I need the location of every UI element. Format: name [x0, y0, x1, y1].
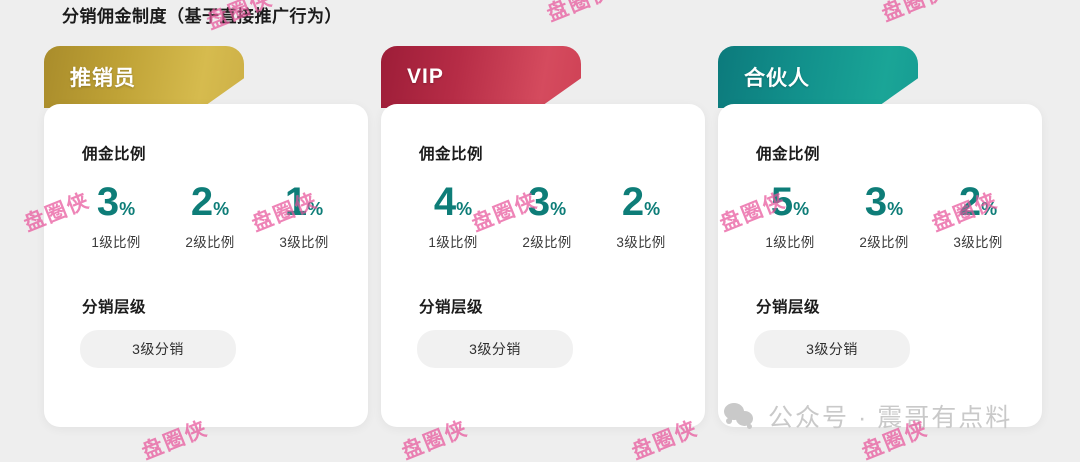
- rate-percent-sign: %: [887, 199, 904, 219]
- rate-percent-sign: %: [550, 199, 567, 219]
- rate-number: 4: [433, 180, 456, 224]
- rate-percent-sign: %: [119, 199, 136, 219]
- commission-rate-label: 1级比例: [91, 235, 141, 250]
- watermark-text: 盘圈侠: [543, 0, 617, 26]
- commission-rate-value: 2%: [932, 182, 1024, 222]
- commission-rate-value: 3%: [838, 182, 930, 222]
- commission-section-title: 佣金比例: [82, 146, 147, 163]
- rate-number: 5: [770, 180, 793, 224]
- tier-badge[interactable]: 3级分销: [417, 330, 573, 368]
- commission-rate-group: 4% 1级比例 3% 2级比例 2% 3级比例: [407, 182, 687, 251]
- rate-number: 3: [864, 180, 887, 224]
- commission-card-partner[interactable]: 合伙人 佣金比例 5% 1级比例 3% 2级比例: [718, 46, 1042, 427]
- rate-number: 2: [190, 180, 213, 224]
- commission-rate-group: 3% 1级比例 2% 2级比例 1% 3级比例: [70, 182, 350, 251]
- wechat-account-credit: 公众号 · 震哥有点料: [724, 398, 1012, 434]
- card-ribbon-label: 推销员: [70, 67, 136, 90]
- wechat-bubbles-icon: [724, 403, 758, 429]
- commission-card-vip[interactable]: VIP 佣金比例 4% 1级比例 3% 2级比例: [381, 46, 705, 427]
- tier-badge[interactable]: 3级分销: [754, 330, 910, 368]
- wechat-account-text: 公众号 · 震哥有点料: [768, 404, 1013, 432]
- card-body: 佣金比例 4% 1级比例 3% 2级比例: [381, 104, 705, 427]
- card-body: 佣金比例 5% 1级比例 3% 2级比例: [718, 104, 1042, 427]
- commission-rate-label: 1级比例: [765, 235, 815, 250]
- rate-percent-sign: %: [307, 199, 324, 219]
- rate-percent-sign: %: [644, 199, 661, 219]
- rate-number: 1: [284, 180, 307, 224]
- commission-rate-item: 3% 2级比例: [501, 182, 593, 251]
- watermark-text: 盘圈侠: [878, 0, 952, 26]
- commission-card-list: 推销员 佣金比例 3% 1级比例 2% 2级比例: [0, 46, 1080, 436]
- tier-section-title: 分销层级: [419, 299, 484, 316]
- card-ribbon-header: 推销员: [44, 46, 244, 108]
- tier-section-title: 分销层级: [756, 299, 821, 316]
- commission-rate-item: 4% 1级比例: [407, 182, 499, 251]
- commission-rate-item: 2% 2级比例: [164, 182, 256, 251]
- commission-rate-value: 2%: [595, 182, 687, 222]
- rate-percent-sign: %: [213, 199, 230, 219]
- commission-rate-value: 1%: [258, 182, 350, 222]
- commission-rate-label: 3级比例: [279, 235, 329, 250]
- commission-rate-item: 3% 2级比例: [838, 182, 930, 251]
- commission-section-title: 佣金比例: [419, 146, 484, 163]
- rate-percent-sign: %: [981, 199, 998, 219]
- commission-rate-item: 1% 3级比例: [258, 182, 350, 251]
- card-ribbon-label: VIP: [407, 65, 444, 88]
- tier-section-title: 分销层级: [82, 299, 147, 316]
- rate-number: 2: [621, 180, 644, 224]
- commission-card-salesperson[interactable]: 推销员 佣金比例 3% 1级比例 2% 2级比例: [44, 46, 368, 427]
- commission-rate-item: 2% 3级比例: [932, 182, 1024, 251]
- card-body: 佣金比例 3% 1级比例 2% 2级比例: [44, 104, 368, 427]
- commission-rate-label: 1级比例: [428, 235, 478, 250]
- commission-rate-label: 2级比例: [185, 235, 235, 250]
- rate-percent-sign: %: [456, 199, 473, 219]
- commission-rate-label: 2级比例: [522, 235, 572, 250]
- commission-rate-value: 4%: [407, 182, 499, 222]
- card-ribbon-label: 合伙人: [744, 67, 810, 90]
- commission-rate-value: 5%: [744, 182, 836, 222]
- rate-number: 2: [958, 180, 981, 224]
- commission-rate-value: 3%: [501, 182, 593, 222]
- commission-rate-label: 3级比例: [953, 235, 1003, 250]
- commission-rate-label: 3级比例: [616, 235, 666, 250]
- rate-percent-sign: %: [793, 199, 810, 219]
- card-ribbon-header: VIP: [381, 46, 581, 108]
- commission-rate-item: 3% 1级比例: [70, 182, 162, 251]
- commission-rate-value: 3%: [70, 182, 162, 222]
- commission-rate-value: 2%: [164, 182, 256, 222]
- commission-rate-item: 5% 1级比例: [744, 182, 836, 251]
- rate-number: 3: [96, 180, 119, 224]
- card-ribbon-header: 合伙人: [718, 46, 918, 108]
- commission-section-title: 佣金比例: [756, 146, 821, 163]
- page-title: 分销佣金制度（基于直接推广行为）: [62, 7, 342, 26]
- commission-rate-label: 2级比例: [859, 235, 909, 250]
- tier-badge[interactable]: 3级分销: [80, 330, 236, 368]
- commission-rate-group: 5% 1级比例 3% 2级比例 2% 3级比例: [744, 182, 1024, 251]
- commission-rate-item: 2% 3级比例: [595, 182, 687, 251]
- rate-number: 3: [527, 180, 550, 224]
